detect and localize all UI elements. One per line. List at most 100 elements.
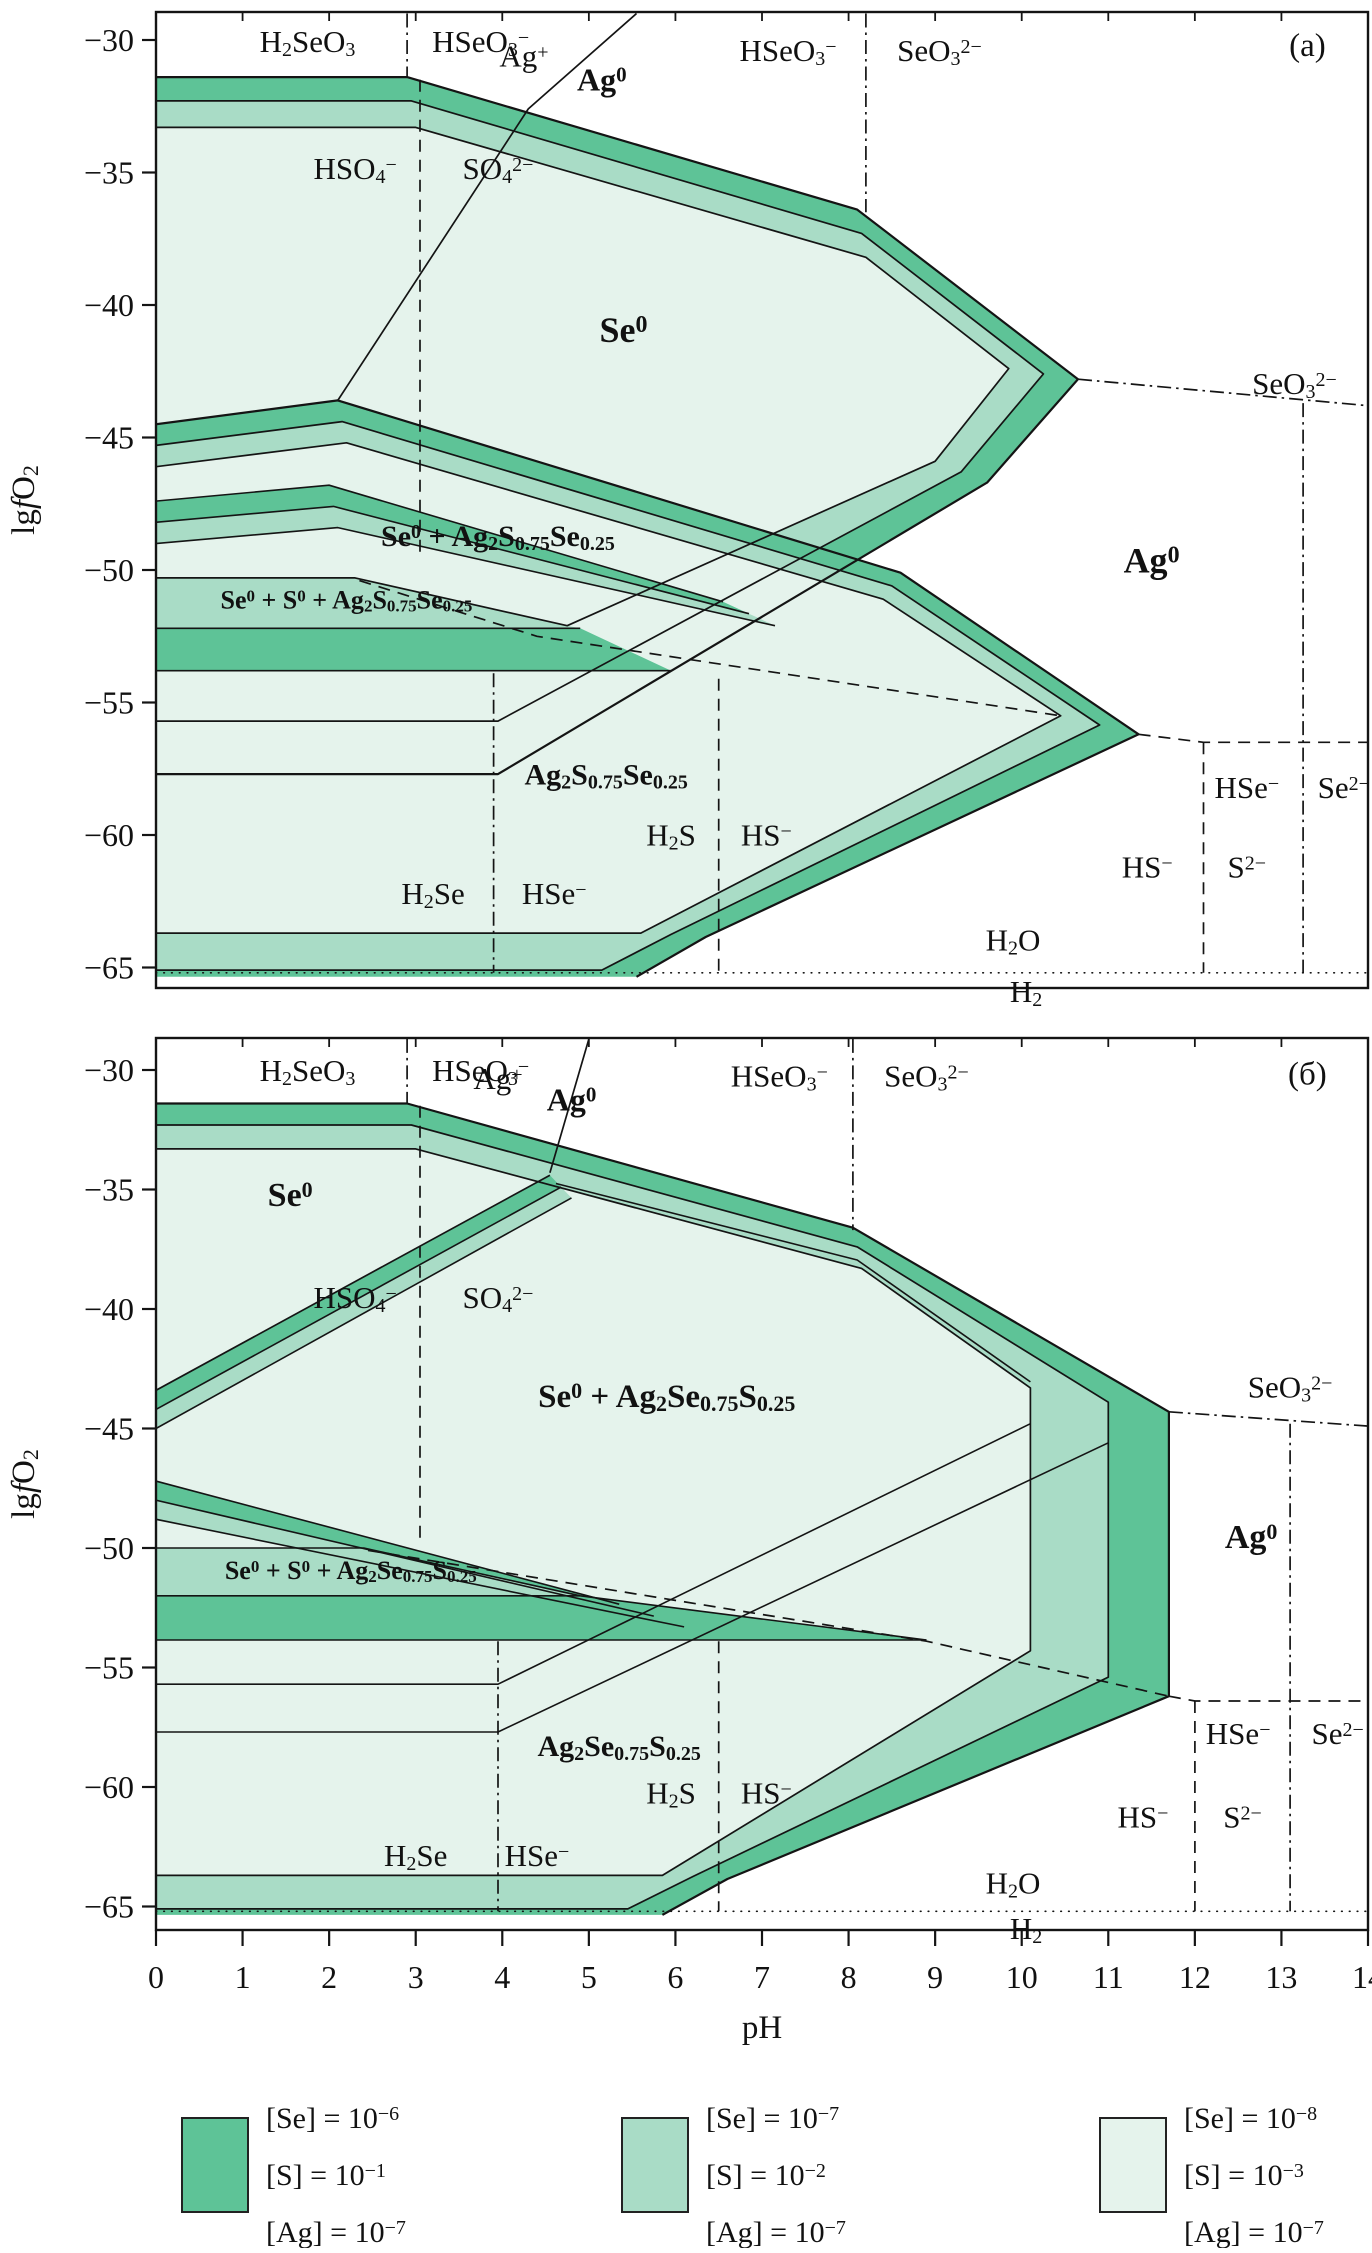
boundary-line — [157, 100, 1045, 722]
boundary-line — [549, 1039, 590, 1174]
boundary-line — [157, 1174, 551, 1391]
region-se0-boundary-dark — [157, 1175, 562, 1409]
species-label: SeO32− — [1252, 366, 1337, 403]
species-label: HSeO3− — [731, 1059, 828, 1096]
species-label: Ag+ — [499, 39, 548, 74]
species-label: Ag+ — [473, 1061, 522, 1096]
species-label: HSeO3− — [739, 33, 836, 70]
boundary-line — [157, 1499, 654, 1617]
species-label: Ag2Se0.75S0.25 — [537, 1730, 700, 1765]
species-label: SO42− — [462, 1280, 533, 1317]
species-label: HSe− — [522, 876, 587, 911]
x-tick-label: 13 — [1265, 1959, 1297, 1995]
legend-label: [Se] = 10−8 — [1184, 2102, 1317, 2135]
y-tick-label: −35 — [84, 1172, 134, 1208]
boundary-line — [157, 505, 750, 615]
region-se-s-block-medium — [157, 577, 581, 629]
species-label: (б) — [1288, 1056, 1327, 1092]
species-label: HSe− — [505, 1838, 570, 1873]
region-s-band-dark — [157, 485, 749, 614]
legend-label: [Se] = 10−6 — [266, 2102, 399, 2135]
species-label: Se2− — [1312, 1716, 1364, 1751]
species-label: HSO4− — [313, 151, 396, 188]
x-axis: 01234567891011121314pH — [148, 1930, 1372, 2046]
y-tick-label: −55 — [84, 685, 134, 721]
species-label: H2SeO3 — [260, 24, 356, 61]
y-tick-label: −35 — [84, 155, 134, 191]
boundary-line — [157, 1148, 1032, 1877]
boundary-line — [157, 526, 776, 627]
species-label: H2O — [986, 1865, 1041, 1902]
x-tick-label: 6 — [667, 1959, 683, 1995]
species-label: H2S — [646, 818, 696, 855]
y-tick-label: −30 — [84, 22, 134, 58]
species-label: HSO4− — [313, 1280, 396, 1317]
species-label: H2 — [1010, 974, 1042, 1011]
species-label: Se0 — [599, 310, 647, 350]
y-tick-label: −65 — [84, 950, 134, 986]
legend-swatch-dark — [181, 2117, 249, 2213]
y-tick-label: −30 — [84, 1052, 134, 1088]
species-label: HS− — [741, 818, 792, 853]
x-tick-label: 4 — [494, 1959, 510, 1995]
species-label: Ag0 — [577, 61, 627, 97]
y-tick-label: −45 — [84, 420, 134, 456]
legend-label: [Se] = 10−7 — [706, 2102, 839, 2135]
x-tick-label: 5 — [581, 1959, 597, 1995]
legend-label: [Ag] = 10−7 — [706, 2216, 846, 2248]
y-axis-title: lgfO2 — [6, 1449, 43, 1519]
species-label: Ag2S0.75Se0.25 — [524, 759, 687, 794]
species-label: S2− — [1228, 849, 1267, 884]
y-tick-label: −60 — [84, 1769, 134, 1805]
region-se0-boundary-medium — [157, 1187, 572, 1428]
legend-label: [S] = 10−2 — [706, 2159, 826, 2192]
boundary-line — [157, 484, 724, 603]
species-label: HS− — [1122, 849, 1173, 884]
species-label: H2O — [986, 922, 1041, 959]
species-label: H2SeO3 — [260, 1053, 356, 1090]
species-label: SeO32− — [1248, 1369, 1333, 1406]
species-label: S2− — [1223, 1800, 1262, 1835]
species-label: HS− — [1117, 1800, 1168, 1835]
guide-line-dashdot — [1168, 1410, 1367, 1427]
species-label: SeO32− — [884, 1059, 969, 1096]
x-tick-label: 1 — [235, 1959, 251, 1995]
species-label: Ag0 — [1124, 541, 1180, 581]
y-tick-label: −40 — [84, 1291, 134, 1327]
boundary-line — [157, 1422, 1031, 1685]
legend-label: [Ag] = 10−7 — [266, 2216, 406, 2248]
species-label: Se0 — [268, 1177, 313, 1214]
y-tick-label: −55 — [84, 1650, 134, 1686]
y-axis-title: lgfO2 — [6, 465, 43, 535]
boundary-line — [157, 1197, 572, 1429]
x-tick-label: 0 — [148, 1959, 164, 1995]
species-label: SeO32− — [897, 33, 982, 70]
legend-swatch-medium — [621, 2117, 689, 2213]
region-main-field-light — [157, 1148, 1031, 1876]
x-tick-label: 9 — [927, 1959, 943, 1995]
x-tick-label: 11 — [1093, 1959, 1124, 1995]
legend-label: [Ag] = 10−7 — [1184, 2216, 1324, 2248]
species-label: Ag0 — [1225, 1519, 1278, 1556]
x-tick-label: 10 — [1006, 1959, 1038, 1995]
legend-label: [S] = 10−3 — [1184, 2159, 1304, 2192]
x-axis-title: pH — [742, 2010, 782, 2046]
guide-line-dashdot — [1077, 378, 1367, 407]
species-label: Se0 + S0 + Ag2S0.75Se0.25 — [220, 585, 472, 615]
species-label: H2 — [1010, 1911, 1042, 1948]
species-label: Se0 + S0 + Ag2Se0.75S0.25 — [225, 1556, 477, 1586]
boundary-line — [157, 420, 1101, 971]
boundary-line — [157, 1480, 620, 1605]
species-label: HSeO3− — [432, 1053, 529, 1090]
species-label: HS− — [741, 1776, 792, 1811]
y-tick-label: −50 — [84, 1530, 134, 1566]
guide-line-dashed — [359, 579, 1061, 717]
boundary-line — [157, 441, 1062, 934]
x-tick-label: 3 — [408, 1959, 424, 1995]
guide-line-dashed — [1138, 733, 1367, 744]
boundary-line — [337, 13, 638, 401]
legend-swatch-light — [1099, 2117, 1167, 2213]
